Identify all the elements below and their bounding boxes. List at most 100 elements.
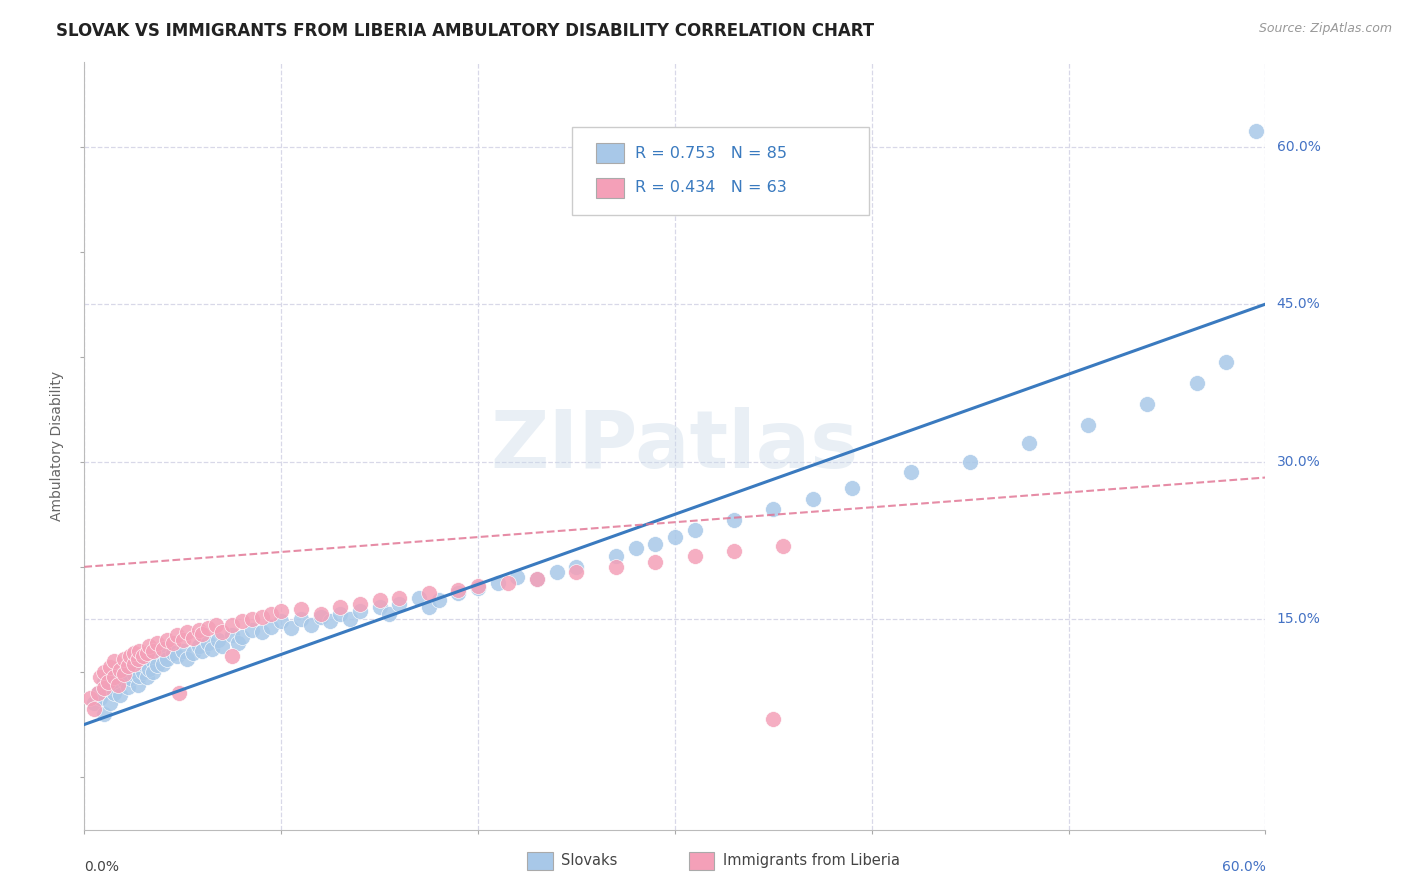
- Point: [138, 639, 160, 653]
- Point: [197, 621, 219, 635]
- Point: [231, 630, 253, 644]
- Point: [93, 706, 115, 721]
- Point: [79, 691, 101, 706]
- Point: [93, 665, 115, 679]
- Point: [221, 617, 243, 632]
- Text: 60.0%: 60.0%: [1277, 139, 1320, 153]
- Text: Slovaks: Slovaks: [561, 854, 617, 868]
- Text: Immigrants from Liberia: Immigrants from Liberia: [723, 854, 900, 868]
- Point: [801, 491, 824, 506]
- Point: [112, 673, 135, 688]
- Point: [127, 652, 149, 666]
- Point: [207, 633, 229, 648]
- Point: [122, 646, 145, 660]
- Point: [108, 663, 131, 677]
- Point: [644, 555, 666, 569]
- Point: [408, 591, 430, 606]
- Point: [197, 635, 219, 649]
- Point: [107, 677, 129, 691]
- Text: Source: ZipAtlas.com: Source: ZipAtlas.com: [1258, 22, 1392, 36]
- Point: [329, 607, 352, 621]
- Point: [270, 615, 292, 629]
- Point: [546, 565, 568, 579]
- Point: [1077, 417, 1099, 432]
- Point: [117, 680, 139, 694]
- Point: [447, 586, 470, 600]
- Point: [118, 649, 141, 664]
- Point: [290, 612, 312, 626]
- Point: [87, 686, 110, 700]
- Point: [89, 670, 111, 684]
- Point: [368, 593, 391, 607]
- Point: [83, 702, 105, 716]
- Point: [447, 582, 470, 597]
- Point: [486, 575, 509, 590]
- Point: [309, 607, 332, 621]
- Point: [762, 502, 785, 516]
- Point: [166, 628, 188, 642]
- Point: [156, 652, 179, 666]
- Text: R = 0.753   N = 85: R = 0.753 N = 85: [636, 145, 787, 161]
- Point: [368, 599, 391, 614]
- Point: [418, 586, 440, 600]
- Point: [1018, 435, 1040, 450]
- Point: [290, 602, 312, 616]
- Y-axis label: Ambulatory Disability: Ambulatory Disability: [51, 371, 65, 521]
- Point: [128, 669, 150, 683]
- Point: [98, 659, 121, 673]
- Point: [526, 573, 548, 587]
- Point: [108, 688, 131, 702]
- Point: [467, 579, 489, 593]
- Point: [644, 537, 666, 551]
- Point: [103, 670, 125, 684]
- Point: [93, 675, 115, 690]
- Point: [329, 599, 352, 614]
- Point: [152, 649, 174, 664]
- Point: [260, 620, 283, 634]
- Point: [112, 667, 135, 681]
- Point: [142, 644, 165, 658]
- Point: [211, 625, 233, 640]
- Point: [226, 635, 249, 649]
- Point: [496, 575, 519, 590]
- Point: [211, 639, 233, 653]
- Text: 15.0%: 15.0%: [1277, 613, 1320, 626]
- Point: [240, 612, 263, 626]
- Point: [98, 697, 121, 711]
- Point: [231, 615, 253, 629]
- Point: [162, 646, 184, 660]
- Point: [93, 681, 115, 695]
- Point: [427, 593, 450, 607]
- Point: [181, 632, 204, 646]
- Text: ZIPatlas: ZIPatlas: [491, 407, 859, 485]
- Point: [172, 633, 194, 648]
- Point: [112, 652, 135, 666]
- Point: [97, 681, 120, 695]
- Text: SLOVAK VS IMMIGRANTS FROM LIBERIA AMBULATORY DISABILITY CORRELATION CHART: SLOVAK VS IMMIGRANTS FROM LIBERIA AMBULA…: [56, 22, 875, 40]
- Point: [136, 646, 159, 660]
- Point: [138, 662, 160, 676]
- Point: [117, 658, 139, 673]
- Point: [723, 512, 745, 526]
- Point: [103, 655, 125, 669]
- Point: [467, 581, 489, 595]
- Point: [176, 652, 198, 666]
- Point: [205, 617, 228, 632]
- Point: [605, 549, 627, 564]
- Point: [156, 633, 179, 648]
- Point: [128, 644, 150, 658]
- Point: [762, 712, 785, 726]
- Point: [122, 659, 145, 673]
- Point: [191, 644, 214, 658]
- Point: [112, 665, 135, 679]
- Point: [309, 610, 332, 624]
- Point: [132, 657, 155, 671]
- Point: [250, 625, 273, 640]
- Text: 30.0%: 30.0%: [1277, 455, 1320, 469]
- Point: [683, 549, 706, 564]
- Point: [122, 667, 145, 681]
- Point: [1136, 397, 1159, 411]
- Point: [349, 604, 371, 618]
- Point: [841, 481, 863, 495]
- Point: [605, 559, 627, 574]
